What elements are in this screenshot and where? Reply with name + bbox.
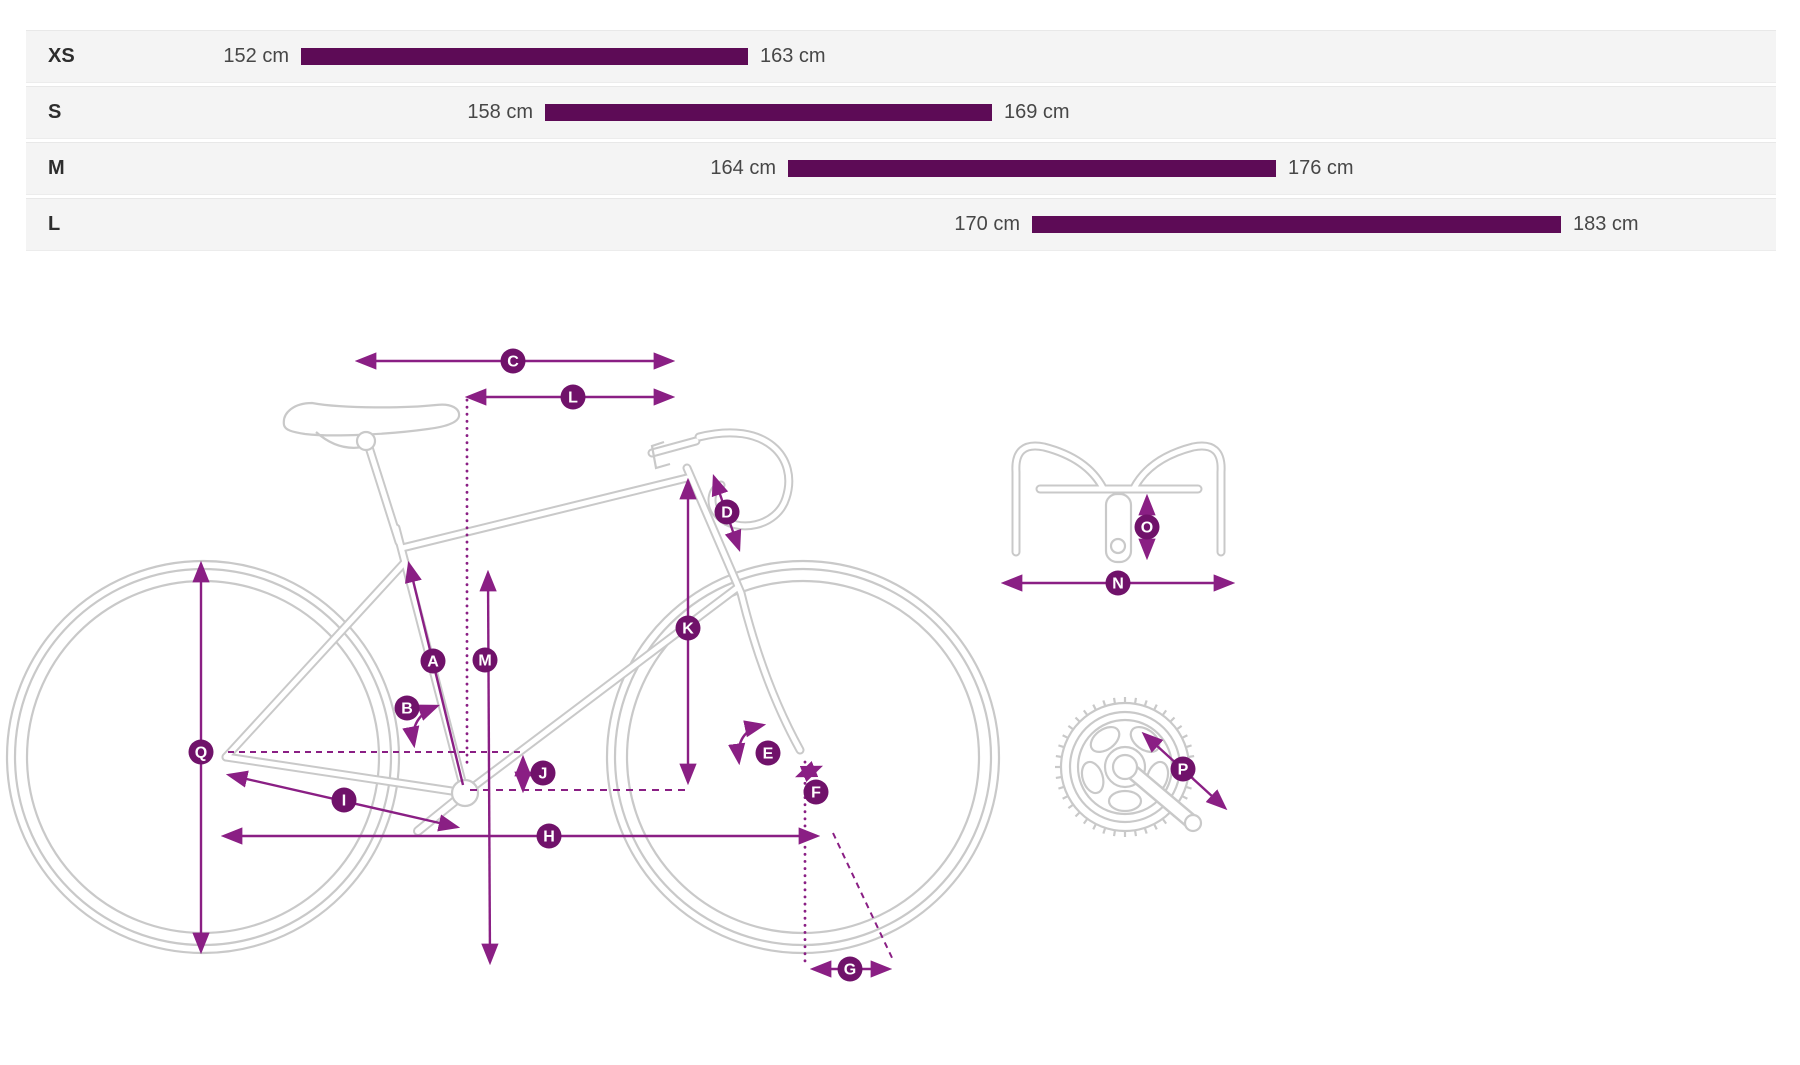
max-height-label: 183 cm	[1573, 213, 1639, 235]
min-height-label: 170 cm	[954, 213, 1020, 235]
dim-letter-L: L	[568, 390, 578, 407]
dim-letter-O: O	[1141, 520, 1153, 537]
size-label: XS	[48, 45, 75, 67]
saddle	[282, 401, 461, 452]
max-height-label: 169 cm	[1004, 101, 1070, 123]
size-label: M	[48, 157, 65, 179]
dim-badge-G	[837, 956, 863, 982]
headset-detail	[650, 440, 671, 470]
dim-letter-K: K	[682, 621, 694, 638]
max-height-label: 176 cm	[1288, 157, 1354, 179]
dim-letter-H: H	[543, 829, 555, 846]
height-range-bar	[788, 160, 1276, 177]
dim-letter-P: P	[1178, 762, 1189, 779]
max-height-label: 163 cm	[760, 45, 826, 67]
dim-letter-I: I	[342, 793, 346, 810]
pedal-hole	[1183, 813, 1203, 833]
dim-badge-A	[420, 648, 446, 674]
dim-badge-D	[714, 499, 740, 525]
measurement-arrows	[192, 352, 1236, 978]
dim-letter-B: B	[401, 701, 413, 718]
dim-letter-A: A	[427, 654, 439, 671]
dim-letter-Q: Q	[195, 745, 207, 762]
dim-badge-L	[560, 384, 586, 410]
arrow-F	[795, 761, 823, 782]
dim-letter-J: J	[539, 766, 548, 783]
dim-badge-O	[1134, 514, 1160, 540]
bb-axle	[1111, 753, 1139, 781]
arrow-B-arc	[402, 704, 441, 749]
dimension-labels: A B C D E F G H I J K L M N O P Q	[188, 348, 1196, 982]
dim-badge-K	[675, 615, 701, 641]
dim-badge-E	[755, 740, 781, 766]
dim-badge-I	[331, 787, 357, 813]
size-guide-table: XS 152 cm 163 cm S 158 cm 169 cm M 164 c…	[26, 30, 1776, 254]
size-label: S	[48, 101, 62, 123]
dim-badge-M	[472, 647, 498, 673]
arrow-M	[479, 569, 499, 966]
steering-axis-line	[832, 832, 895, 963]
height-range-bar	[1032, 216, 1561, 233]
dim-letter-D: D	[721, 505, 733, 522]
dim-badge-J	[530, 760, 556, 786]
bike-frame	[226, 433, 1221, 793]
front-wheel	[605, 559, 1001, 955]
dim-letter-C: C	[507, 354, 519, 371]
crankset	[1055, 697, 1203, 837]
reference-lines	[228, 398, 895, 964]
dim-letter-M: M	[478, 653, 491, 670]
arrow-E-arc	[728, 720, 767, 766]
dim-badge-H	[536, 823, 562, 849]
size-row: XS 152 cm 163 cm	[26, 30, 1776, 83]
dim-letter-F: F	[811, 785, 821, 802]
min-height-label: 152 cm	[223, 45, 289, 67]
min-height-label: 158 cm	[467, 101, 533, 123]
dim-letter-N: N	[1112, 576, 1124, 593]
size-row: L 170 cm 183 cm	[26, 198, 1776, 251]
dim-badge-F	[803, 779, 829, 805]
dim-letter-E: E	[763, 746, 774, 763]
seatpost-clamp	[355, 430, 377, 452]
size-label: L	[48, 213, 61, 235]
dim-badge-N	[1105, 570, 1131, 596]
min-height-label: 164 cm	[710, 157, 776, 179]
size-row: S 158 cm 169 cm	[26, 86, 1776, 139]
dim-badge-P	[1170, 756, 1196, 782]
dim-badge-Q	[188, 739, 214, 765]
height-range-bar	[545, 104, 992, 121]
height-range-bar	[301, 48, 748, 65]
handlebar-front-view	[1104, 492, 1133, 564]
dim-badge-B	[394, 695, 420, 721]
dim-badge-C	[500, 348, 526, 374]
size-row: M 164 cm 176 cm	[26, 142, 1776, 195]
arrow-A	[404, 560, 465, 786]
dim-letter-G: G	[844, 962, 856, 979]
